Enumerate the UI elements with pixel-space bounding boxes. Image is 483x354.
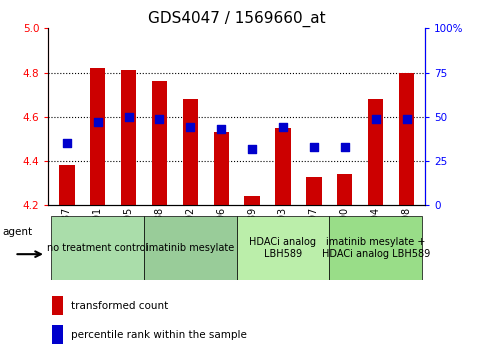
Bar: [52, 296, 63, 315]
Text: percentile rank within the sample: percentile rank within the sample: [71, 330, 247, 339]
Point: [156, 116, 163, 121]
Point: [63, 141, 71, 146]
Title: GDS4047 / 1569660_at: GDS4047 / 1569660_at: [148, 11, 326, 27]
Bar: [237, 216, 329, 280]
Bar: [90, 68, 105, 205]
Bar: [244, 196, 260, 205]
Text: no treatment control: no treatment control: [47, 243, 148, 253]
Bar: [59, 166, 74, 205]
Bar: [121, 70, 136, 205]
Bar: [399, 73, 414, 205]
Bar: [213, 132, 229, 205]
Point: [94, 119, 101, 125]
Text: imatinib mesylate: imatinib mesylate: [146, 243, 234, 253]
Bar: [306, 177, 322, 205]
Point: [217, 126, 225, 132]
Bar: [275, 128, 291, 205]
Point: [341, 144, 349, 150]
Bar: [144, 216, 237, 280]
Bar: [152, 81, 167, 205]
Point: [186, 125, 194, 130]
Point: [279, 125, 287, 130]
Point: [125, 114, 132, 120]
Bar: [329, 216, 422, 280]
Point: [248, 146, 256, 152]
Text: transformed count: transformed count: [71, 301, 168, 311]
Bar: [337, 175, 353, 205]
Bar: [51, 216, 144, 280]
Point: [403, 116, 411, 121]
Text: agent: agent: [2, 227, 32, 237]
Bar: [183, 99, 198, 205]
Bar: [52, 325, 63, 344]
Text: imatinib mesylate +
HDACi analog LBH589: imatinib mesylate + HDACi analog LBH589: [322, 237, 430, 259]
Point: [372, 116, 380, 121]
Point: [310, 144, 318, 150]
Bar: [368, 99, 384, 205]
Text: HDACi analog
LBH589: HDACi analog LBH589: [250, 237, 316, 259]
